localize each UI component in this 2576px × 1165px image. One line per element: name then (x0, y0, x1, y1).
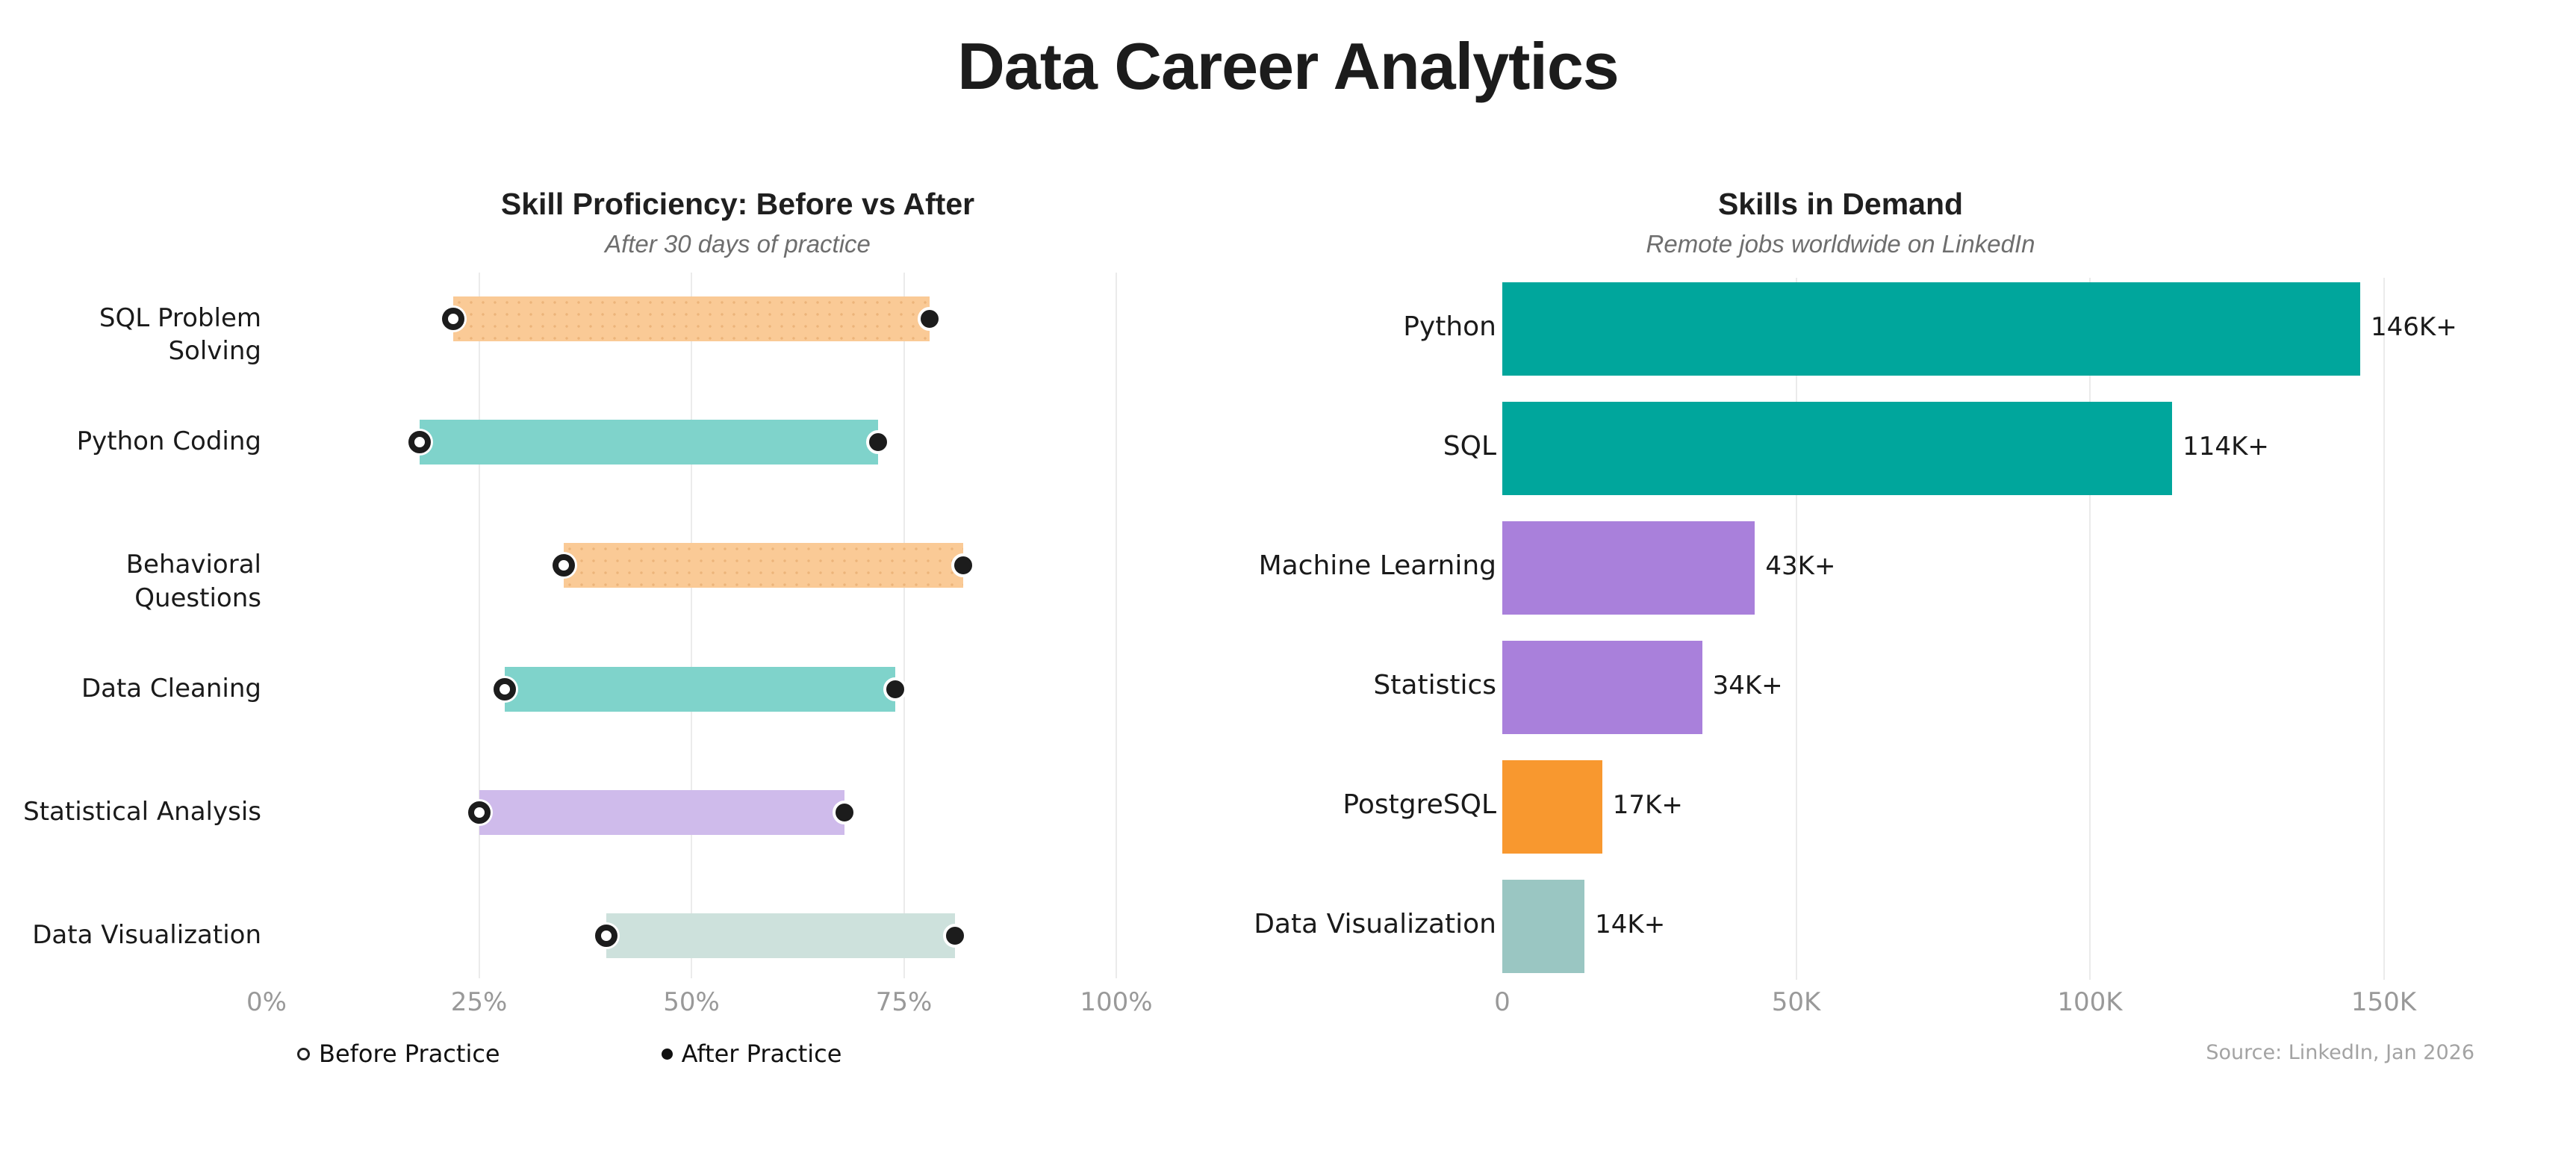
right-chart-subtitle: Remote jobs worldwide on LinkedIn (1646, 230, 2035, 258)
page-title: Data Career Analytics (957, 29, 1620, 103)
value-label: 17K+ (1612, 790, 1683, 820)
x-axis-tick-label: 50% (663, 987, 720, 1017)
after-marker (883, 677, 908, 701)
left-chart-title: Skill Proficiency: Before vs After (500, 187, 975, 221)
chart-legend: Before Practice After Practice (297, 1040, 841, 1068)
gridline (903, 273, 905, 978)
value-label: 14K+ (1595, 910, 1666, 939)
before-marker (442, 308, 465, 330)
left-chart-subtitle: After 30 days of practice (605, 230, 871, 258)
dumbbell-bar (453, 296, 930, 341)
after-marker (951, 553, 976, 578)
after-marker (866, 430, 891, 455)
gridline (1116, 273, 1117, 978)
category-label: PostgreSQL (1343, 789, 1496, 820)
demand-bar (1502, 401, 2173, 495)
before-marker (408, 431, 431, 454)
legend-item-before: Before Practice (297, 1040, 500, 1068)
value-label: 146K+ (2371, 312, 2457, 342)
category-label: Data Visualization (1254, 909, 1496, 939)
demand-bar (1502, 879, 1585, 973)
before-marker (553, 554, 576, 577)
category-label: Python (1403, 311, 1496, 342)
right-chart-title: Skills in Demand (1717, 187, 1964, 221)
x-axis-tick-label: 0% (246, 987, 287, 1017)
x-axis-tick-label: 25% (450, 987, 508, 1017)
gridline (2089, 278, 2091, 980)
before-marker (467, 801, 491, 824)
demand-bar (1502, 640, 1702, 734)
value-label: 114K+ (2183, 432, 2269, 462)
category-label: Python Coding (76, 426, 261, 457)
category-label: SQL (1443, 431, 1496, 462)
demand-bar (1502, 282, 2361, 376)
filled-circle-icon (661, 1048, 673, 1060)
legend-label-before: Before Practice (319, 1040, 500, 1068)
before-marker (595, 925, 618, 947)
x-axis-tick-label: 100% (1080, 987, 1153, 1017)
dumbbell-bar (606, 913, 955, 958)
category-label: Behavioral Questions (125, 550, 261, 613)
after-marker (917, 307, 942, 331)
gridline (691, 273, 692, 978)
demand-bar (1502, 759, 1602, 854)
dumbbell-bar (479, 789, 844, 835)
category-label: Statistical Analysis (23, 796, 261, 827)
gridline (1795, 278, 1797, 980)
category-label: Data Visualization (32, 920, 261, 950)
legend-item-after: After Practice (661, 1040, 842, 1068)
after-marker (832, 800, 856, 824)
x-axis-tick-label: 100K (2057, 987, 2123, 1017)
dumbbell-bar (564, 543, 964, 588)
demand-bar (1502, 521, 1755, 615)
source-note: Source: LinkedIn, Jan 2026 (2206, 1041, 2474, 1064)
open-circle-icon (297, 1047, 310, 1060)
dumbbell-bar (419, 420, 879, 465)
after-marker (942, 924, 967, 948)
category-label: Statistics (1373, 670, 1496, 700)
category-label: Machine Learning (1258, 550, 1496, 581)
gridline (478, 273, 480, 978)
x-axis-tick-label: 150K (2351, 987, 2417, 1017)
before-marker (493, 677, 516, 700)
value-label: 34K+ (1712, 671, 1783, 700)
x-axis-tick-label: 75% (875, 987, 933, 1017)
x-axis-tick-label: 0 (1494, 987, 1511, 1017)
category-label: SQL Problem Solving (99, 303, 261, 367)
gridline (2383, 278, 2385, 980)
legend-label-after: After Practice (681, 1040, 842, 1068)
category-label: Data Cleaning (81, 673, 261, 703)
value-label: 43K+ (1765, 551, 1836, 581)
x-axis-tick-label: 50K (1771, 987, 1821, 1017)
dumbbell-bar (504, 666, 896, 712)
